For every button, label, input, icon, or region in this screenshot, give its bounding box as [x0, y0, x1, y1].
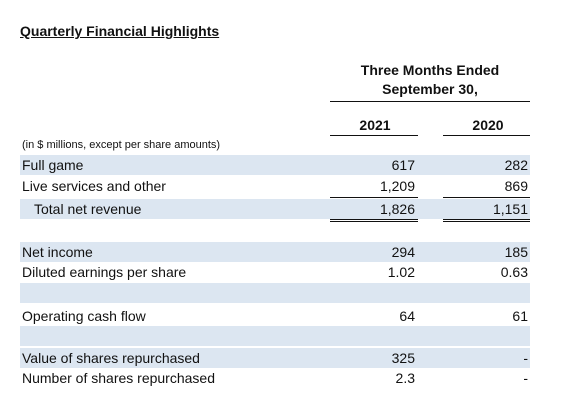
row-band [20, 348, 530, 368]
row-label: Net income [22, 244, 93, 260]
rule [330, 101, 530, 102]
row-label: Value of shares repurchased [22, 350, 200, 366]
row-label: Operating cash flow [22, 308, 146, 324]
table-row: Number of shares repurchased 2.3 - [20, 368, 530, 388]
table-row: Net income 294 185 [20, 242, 530, 262]
cell: 282 [504, 157, 528, 173]
cell: 325 [391, 350, 415, 366]
cell: 1,826 [379, 201, 415, 217]
table-row: Full game 617 282 [20, 155, 530, 175]
row-band [20, 242, 530, 262]
table-row: Total net revenue 1,826 1,151 [20, 199, 530, 219]
rule [443, 219, 530, 222]
cell: - [523, 370, 528, 386]
cell: 294 [391, 244, 415, 260]
row-band [20, 155, 530, 175]
rule [443, 197, 530, 198]
cell: 61 [512, 308, 528, 324]
row-label: Total net revenue [34, 201, 142, 217]
title: Quarterly Financial Highlights [20, 23, 220, 39]
row-band [20, 326, 530, 346]
period-line: Three Months Ended [360, 62, 500, 78]
cell: - [523, 350, 528, 366]
cell: 617 [391, 157, 415, 173]
cell: 185 [504, 244, 528, 260]
row-label: Live services and other [22, 178, 166, 194]
cell: 64 [399, 308, 415, 324]
rule [443, 135, 530, 136]
row-label: Number of shares repurchased [22, 370, 215, 386]
row-band [20, 283, 530, 303]
cell: 1,151 [492, 201, 528, 217]
cell: 869 [504, 178, 528, 194]
table-row: Diluted earnings per share 1.02 0.63 [20, 262, 530, 282]
table-row: Operating cash flow 64 61 [20, 306, 530, 326]
cell: 1.02 [387, 264, 415, 280]
row-label: Full game [22, 157, 84, 173]
table-row: Live services and other 1,209 869 [20, 176, 530, 196]
cell: 2.3 [395, 370, 415, 386]
table-row: Value of shares repurchased 325 - [20, 348, 530, 368]
cell: 1,209 [379, 178, 415, 194]
row-band [20, 199, 530, 219]
column-header: 2020 [472, 117, 504, 133]
column-header: 2021 [359, 117, 391, 133]
cell: 0.63 [500, 264, 528, 280]
period-line: September 30, [382, 81, 478, 97]
note: (in $ millions, except per share amounts… [22, 139, 221, 151]
rule [330, 219, 418, 222]
rule [330, 135, 418, 136]
row-label: Diluted earnings per share [22, 264, 187, 280]
rule [330, 197, 418, 198]
